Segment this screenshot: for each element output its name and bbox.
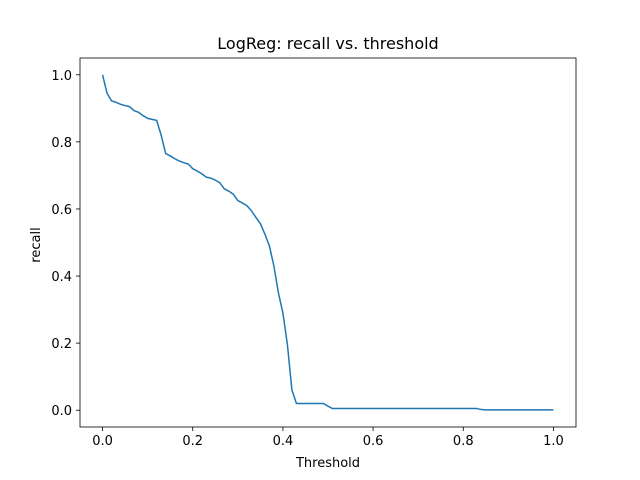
y-tick-label: 0.0 bbox=[51, 404, 72, 419]
x-tick-label: 0.2 bbox=[182, 434, 203, 449]
x-tick-label: 0.6 bbox=[363, 434, 384, 449]
x-tick-label: 0.8 bbox=[453, 434, 474, 449]
y-tick-label: 0.4 bbox=[51, 270, 72, 285]
x-tick-label: 0.4 bbox=[273, 434, 294, 449]
x-axis-label: Threshold bbox=[295, 456, 360, 471]
x-tick-label: 1.0 bbox=[543, 434, 564, 449]
y-tick-label: 0.6 bbox=[51, 203, 72, 218]
chart-title: LogReg: recall vs. threshold bbox=[217, 34, 438, 53]
y-axis-label: recall bbox=[29, 227, 44, 262]
y-tick-label: 0.8 bbox=[51, 136, 72, 151]
y-tick-label: 1.0 bbox=[51, 69, 72, 84]
plot-frame bbox=[79, 57, 577, 428]
x-tick-label: 0.0 bbox=[92, 434, 113, 449]
x-axis: 0.0 0.2 0.4 0.6 0.8 1.0 bbox=[92, 427, 564, 449]
series-line-0 bbox=[101, 74, 554, 411]
y-tick-label: 0.2 bbox=[51, 337, 72, 352]
plot-area bbox=[79, 57, 577, 428]
y-axis: 0.0 0.2 0.4 0.6 0.8 1.0 bbox=[51, 69, 80, 419]
